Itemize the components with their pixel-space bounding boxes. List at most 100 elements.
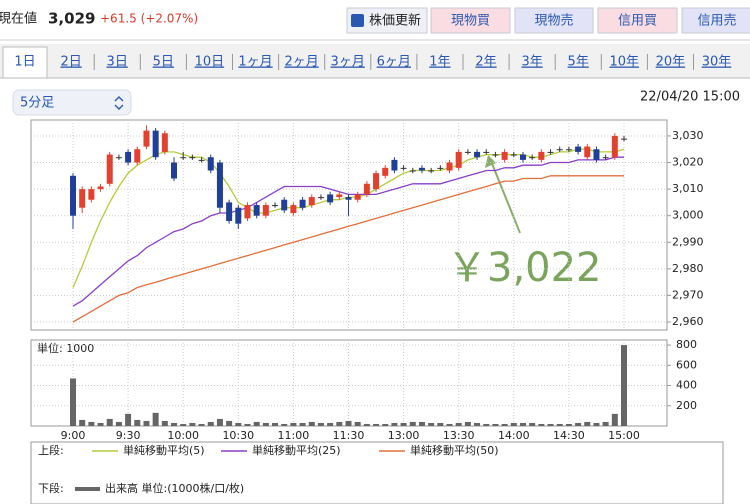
button-bg [346,7,428,34]
volume-bar [152,412,159,426]
period-tab[interactable]: 2年 [475,55,496,70]
action-button[interactable]: 信用売 [681,7,750,34]
volume-bar [519,422,526,426]
period-tab[interactable]: 10日 [195,55,225,70]
candle-body [611,135,618,158]
volume-bar [115,421,122,426]
candle-body [519,154,526,160]
y-tick-label: 3,010 [672,182,704,195]
period-tab[interactable]: 1日 [14,55,35,70]
period-tab[interactable]: 2日 [60,55,81,70]
action-button[interactable]: 信用買 [597,7,678,34]
price-change: +61.5 (+2.07%) [100,12,198,26]
x-tick-label: 9:30 [116,429,141,442]
candle-body [161,133,168,152]
annotation: ￥3,022 [447,245,602,291]
volume-bar [510,422,517,426]
candle-body [97,186,104,190]
volume-bar [464,421,471,426]
volume-bar [474,422,481,426]
candle-body [428,170,435,172]
period-tab[interactable]: 2ヶ月 [284,55,318,70]
candle-body [354,194,361,200]
action-button[interactable]: 現物買 [430,7,511,34]
volume-bar [501,423,508,426]
volume-bar [354,421,361,426]
tab-bar [0,44,750,78]
volume-bar [593,422,600,426]
candle-body [198,159,205,161]
legend-lower-label: 下段: [38,481,64,495]
period-tab[interactable]: 5日 [153,55,174,70]
candle-body [299,199,306,208]
volume-bar [317,422,324,426]
period-tab[interactable]: 3ヶ月 [331,55,365,70]
candle-body [180,157,187,159]
candle-body [189,157,196,159]
volume-bar [327,422,334,426]
candle-body [538,151,545,160]
volume-bar [198,423,205,426]
candle-body [565,149,572,151]
y-tick-label: 3,030 [672,129,704,142]
volume-bar [171,422,178,426]
button-label: 現物売 [534,13,573,29]
legend-label: 単純移動平均(25) [252,443,341,457]
period-tab[interactable]: 1ヶ月 [238,55,272,70]
action-button[interactable]: 現物売 [514,7,594,34]
volume-bar [281,423,288,426]
candle-body [88,189,95,200]
legend-label: 単純移動平均(50) [410,443,499,457]
candle-body [134,149,141,163]
candle-body [483,151,490,153]
selected-tab-box [2,46,48,79]
volume-bar [437,422,444,426]
candle-body [501,151,508,160]
period-tab[interactable]: 30年 [702,55,732,70]
volume-bar [299,422,306,426]
volume-bar [391,422,398,426]
period-tab[interactable]: 1年 [429,55,450,70]
y-tick-label: 800 [676,338,697,351]
volume-bar [253,421,260,426]
x-tick-label: 11:00 [278,429,310,442]
candle-body [345,197,352,200]
moving-average-line [72,156,624,307]
volume-bar [565,423,572,426]
action-button[interactable]: 株価更新 [346,7,428,34]
period-tab[interactable]: 6ヶ月 [377,55,411,70]
volume-bar [373,423,380,426]
button-label: 信用売 [697,13,736,29]
volume-bar [400,422,407,426]
volume-bar [106,418,113,426]
candle-body [327,194,334,203]
x-tick-label: 10:00 [167,429,199,442]
select-chevron [114,96,124,110]
volume-bar [428,422,435,426]
period-tab[interactable]: 3日 [107,55,128,70]
refresh-icon [351,14,364,27]
candle-body [272,205,279,207]
candle-body [207,157,214,171]
period-tab[interactable]: 10年 [610,55,640,70]
volume-bar [455,422,462,426]
candle-body [593,149,600,160]
candle-body [575,146,582,152]
y-tick-label: 3,000 [672,209,704,222]
period-tab[interactable]: 20年 [656,55,686,70]
volume-bar [272,422,279,426]
candle-body [400,167,407,169]
x-tick-label: 10:30 [222,429,254,442]
y-tick-label: 200 [676,399,697,412]
volume-bar [88,421,95,426]
volume-bar [418,421,425,426]
candle-body [290,205,297,214]
period-tab[interactable]: 3年 [521,55,542,70]
interval-select[interactable]: 5分足 [12,89,132,116]
volume-bar [382,423,389,426]
period-tab[interactable]: 5年 [568,55,589,70]
candle-body [409,170,416,172]
x-tick-label: 9:00 [61,429,86,442]
candle-body [70,175,76,216]
volume-bar [79,419,86,426]
